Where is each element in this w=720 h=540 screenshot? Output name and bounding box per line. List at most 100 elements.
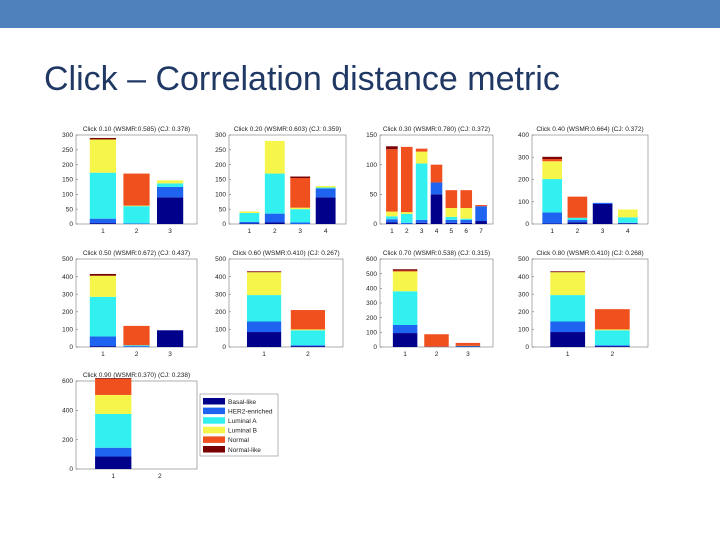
chart-title: Click 0.50 (WSMR:0.672) (CJ: 0.437) (83, 250, 190, 257)
y-tick-label: 600 (366, 256, 377, 263)
chart-panel-2: Click 0.20 (WSMR:0.603) (CJ: 0.359) 0 50 10… (215, 126, 347, 235)
x-tick-label: 3 (420, 228, 424, 235)
bar-segment-her2-enriched (315, 188, 336, 198)
bar-segment-normal (415, 148, 428, 152)
x-tick-label: 7 (479, 228, 483, 235)
chart-title: Click 0.80 (WSMR:0.410) (CJ: 0.268) (536, 250, 643, 257)
bar-segment-normal (386, 149, 398, 212)
x-tick-label: 5 (450, 228, 454, 235)
bar-segment-luminal-a (290, 330, 326, 346)
x-tick-label: 4 (626, 228, 630, 235)
bar-segment-her2-enriched (445, 219, 458, 223)
bar-segment-basal-like (290, 346, 326, 347)
y-tick-label: 400 (62, 274, 73, 281)
bar-segment-her2-enriched (95, 447, 132, 457)
bar-segment-luminal-a (123, 206, 150, 224)
bar-segment-normal-like (95, 378, 132, 379)
bar-segment-luminal-a (567, 217, 588, 220)
bar-segment-luminal-b (542, 161, 563, 180)
plot-area (531, 258, 649, 348)
legend: Basal-like HER2-enriched Luminal A Luminal … (199, 393, 279, 457)
legend-label: Luminal A (228, 418, 257, 425)
bar-segment-her2-enriched (415, 219, 428, 223)
bar-segment-basal-like (460, 222, 473, 224)
bar-segment-luminal-a (386, 216, 398, 220)
bar-segment-luminal-a (239, 213, 260, 222)
x-tick-label: 1 (262, 351, 266, 358)
bar-segment-luminal-a (415, 163, 428, 220)
bar-segment-luminal-b (95, 394, 132, 414)
bar-segment-luminal-a (89, 172, 116, 219)
y-tick-label: 0 (373, 344, 377, 351)
bar-segment-luminal-b (89, 275, 116, 297)
bar-segment-normal-like (386, 146, 398, 150)
plot-area (75, 380, 198, 470)
bar-segment-normal (445, 190, 458, 208)
legend-label: HER2-enriched (228, 408, 273, 415)
bar-segment-luminal-b (290, 329, 326, 331)
x-tick-label: 2 (273, 228, 277, 235)
y-tick-label: 100 (62, 192, 73, 199)
x-tick-label: 1 (101, 351, 105, 358)
bar-segment-luminal-b (594, 329, 630, 331)
x-tick-label: 2 (405, 228, 409, 235)
bar-segment-luminal-b (400, 212, 413, 214)
x-tick-label: 1 (403, 351, 407, 358)
x-tick-label: 2 (435, 351, 439, 358)
bar-segment-normal (123, 173, 150, 206)
bar-segment-luminal-b (123, 205, 150, 207)
bar-segment-her2-enriched (475, 206, 487, 222)
bar-segment-normal-like (246, 271, 282, 273)
y-tick-label: 0 (525, 221, 529, 228)
x-tick-label: 2 (135, 228, 139, 235)
bar-segment-luminal-a (95, 414, 132, 448)
y-tick-label: 250 (62, 147, 73, 154)
bar-segment-luminal-b (315, 186, 336, 188)
legend-swatch (203, 417, 225, 424)
y-tick-label: 0 (69, 344, 73, 351)
y-tick-label: 300 (518, 154, 529, 161)
bar-segment-luminal-a (460, 218, 473, 220)
bar-segment-normal (430, 164, 443, 183)
bar-segment-luminal-b (460, 207, 473, 219)
y-tick-label: 50 (219, 206, 227, 213)
chart-panel-8: Click 0.80 (WSMR:0.410) (CJ: 0.268) 0 100 2… (518, 250, 649, 358)
x-tick-label: 1 (566, 351, 570, 358)
bar-segment-luminal-a (290, 209, 311, 223)
chart-title: Click 0.60 (WSMR:0.410) (CJ: 0.267) (232, 250, 339, 257)
bar-segment-her2-enriched (290, 222, 311, 224)
bar-segment-normal (95, 378, 132, 395)
x-tick-label: 2 (158, 473, 162, 480)
y-tick-label: 200 (518, 177, 529, 184)
y-tick-label: 300 (518, 291, 529, 298)
legend-swatch (203, 426, 225, 434)
bar-segment-basal-like (89, 223, 116, 224)
bar-segment-luminal-b (157, 180, 184, 184)
bar-segment-basal-like (567, 222, 588, 224)
bar-segment-basal-like (430, 194, 443, 224)
plot-area (228, 258, 344, 348)
bar-segment-luminal-b (386, 211, 398, 217)
bar-segment-luminal-b (550, 272, 586, 296)
bar-segment-luminal-b (290, 207, 311, 210)
legend-swatch (203, 407, 225, 415)
x-tick-label: 4 (324, 228, 328, 235)
y-tick-label: 0 (222, 344, 226, 351)
bar-segment-her2-enriched (157, 186, 184, 198)
chart-panel-1: Click 0.10 (WSMR:0.585) (CJ: 0.378) 0 50 10… (62, 126, 198, 235)
y-tick-label: 500 (366, 271, 377, 278)
y-tick-label: 500 (518, 256, 529, 263)
bar-segment-basal-like (239, 223, 260, 224)
x-tick-label: 2 (610, 351, 614, 358)
legend-swatch (203, 436, 225, 443)
x-tick-label: 3 (298, 228, 302, 235)
chart-panel-5: Click 0.50 (WSMR:0.672) (CJ: 0.437) 0 100 2… (62, 250, 198, 358)
y-tick-label: 200 (62, 437, 73, 444)
bar-segment-her2-enriched (542, 212, 563, 224)
y-tick-label: 0 (525, 344, 529, 351)
bar-segment-luminal-b (392, 271, 418, 292)
bar-segment-luminal-a (315, 187, 336, 189)
x-tick-label: 1 (248, 228, 252, 235)
bar-segment-basal-like (95, 456, 132, 469)
bar-segment-basal-like (157, 197, 184, 224)
